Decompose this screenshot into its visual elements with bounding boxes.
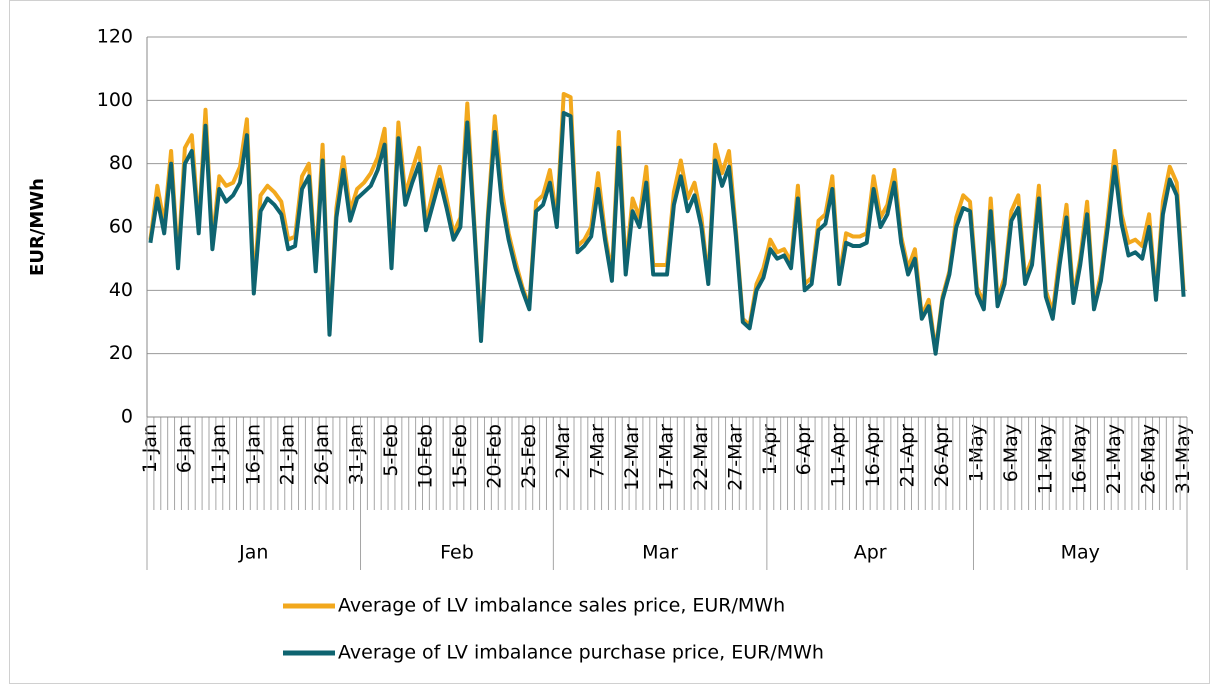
x-tick-label: 16-Apr: [862, 424, 884, 488]
x-tick-label: 16-Jan: [242, 424, 264, 485]
group-label: Jan: [238, 542, 268, 564]
x-tick-label: 1-Apr: [759, 424, 781, 476]
x-tick-label: 10-Feb: [414, 424, 436, 489]
y-tick-label: 40: [109, 279, 133, 301]
legend-label: Average of LV imbalance purchase price, …: [338, 642, 824, 664]
y-tick-label: 100: [97, 89, 133, 111]
x-tick-label: 17-Mar: [656, 424, 678, 491]
x-tick-label: 5-Feb: [380, 424, 402, 477]
series-line: [148, 111, 1186, 356]
x-tick-label: 7-Mar: [587, 424, 609, 479]
x-tick-label: 31-Jan: [346, 424, 368, 485]
x-tick-label: 25-Feb: [518, 424, 540, 489]
x-tick-label: 22-Mar: [690, 424, 712, 491]
x-tick-label: 1-Jan: [139, 424, 161, 473]
legend-label: Average of LV imbalance sales price, EUR…: [338, 595, 785, 617]
group-label: Mar: [642, 542, 678, 564]
y-axis-title: EUR/MWh: [27, 178, 48, 276]
x-tick-label: 16-May: [1069, 424, 1091, 494]
group-label: Apr: [854, 542, 887, 564]
x-tick-label: 6-Jan: [173, 424, 195, 473]
x-tick-label: 6-Apr: [793, 424, 815, 476]
chart-frame: [9, 0, 1210, 684]
x-tick-label: 27-Mar: [724, 424, 746, 491]
x-tick-label: 15-Feb: [449, 424, 471, 489]
x-tick-label: 31-May: [1172, 424, 1194, 494]
x-tick-label: 26-May: [1138, 424, 1160, 494]
y-tick-label: 120: [97, 26, 133, 48]
x-tick-label: 6-May: [1000, 424, 1022, 482]
group-label: Feb: [440, 542, 474, 564]
x-tick-label: 21-May: [1103, 424, 1125, 494]
x-tick-label: 1-May: [965, 424, 987, 482]
x-tick-label: 20-Feb: [483, 424, 505, 489]
y-tick-label: 80: [109, 152, 133, 174]
x-tick-label: 26-Jan: [311, 424, 333, 485]
y-tick-label: 0: [121, 406, 133, 428]
x-tick-label: 11-Jan: [208, 424, 230, 485]
x-tick-label: 11-May: [1034, 424, 1056, 494]
x-tick-label: 21-Apr: [897, 424, 919, 488]
x-tick-label: 21-Jan: [277, 424, 299, 485]
x-tick-label: 2-Mar: [552, 424, 574, 479]
x-tick-label: 26-Apr: [931, 424, 953, 488]
group-label: May: [1061, 542, 1100, 564]
y-tick-label: 60: [109, 216, 133, 238]
x-tick-label: 12-Mar: [621, 424, 643, 491]
x-tick-label: 11-Apr: [828, 424, 850, 488]
y-tick-label: 20: [109, 342, 133, 364]
